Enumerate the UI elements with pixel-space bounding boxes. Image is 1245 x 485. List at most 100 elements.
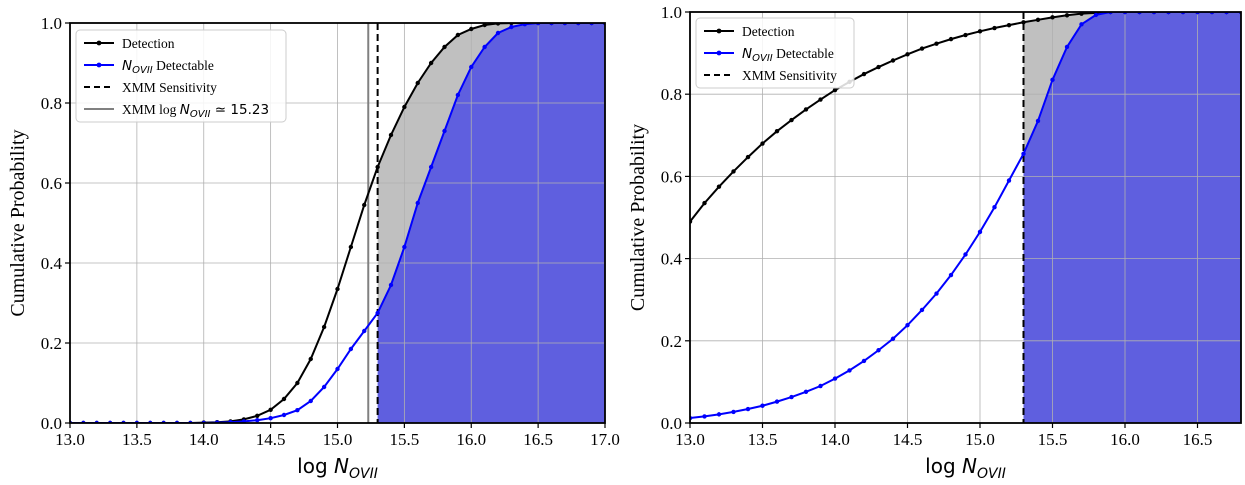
data-point-detection bbox=[803, 107, 809, 112]
data-point-detection bbox=[861, 71, 867, 77]
data-point-detectable bbox=[760, 403, 765, 408]
y-tick-label: 0.0 bbox=[661, 414, 682, 433]
data-point-detection bbox=[992, 25, 997, 31]
data-point-detection bbox=[977, 29, 983, 34]
y-tick-label: 0.6 bbox=[661, 167, 682, 186]
data-point-detectable bbox=[268, 416, 273, 421]
data-point-detection bbox=[789, 117, 794, 123]
data-point-detection bbox=[295, 380, 300, 386]
data-point-detectable bbox=[495, 30, 501, 36]
data-point-detectable bbox=[1006, 178, 1012, 183]
data-point-detectable bbox=[977, 229, 983, 235]
data-point-detection bbox=[388, 132, 394, 138]
legend-box bbox=[695, 17, 855, 89]
data-point-detectable bbox=[295, 408, 300, 413]
legend-swatch-marker bbox=[96, 40, 102, 46]
x-tick-label: 13.5 bbox=[748, 430, 778, 449]
data-point-detectable bbox=[1064, 44, 1070, 50]
data-point-detection bbox=[469, 26, 474, 32]
legend-label: Detection bbox=[122, 36, 175, 51]
legend-label-sub: OVII bbox=[752, 53, 773, 64]
x-tick-label: 16.5 bbox=[1183, 430, 1213, 449]
x-axis-label-sub: OVII bbox=[977, 466, 1006, 482]
data-point-detection bbox=[963, 32, 968, 38]
legend-box bbox=[75, 29, 287, 123]
data-point-detectable bbox=[255, 418, 260, 423]
legend-item-sens: XMM Sensitivity bbox=[704, 68, 837, 83]
data-point-detectable bbox=[348, 346, 354, 352]
legend-label-math: N bbox=[180, 102, 190, 118]
data-point-detection bbox=[745, 154, 751, 160]
x-tick-label: 16.0 bbox=[456, 430, 486, 449]
data-point-detectable bbox=[731, 409, 736, 415]
data-point-detection bbox=[818, 97, 823, 102]
x-axis-label-n: N bbox=[962, 454, 977, 478]
data-point-detectable bbox=[876, 348, 881, 353]
data-point-detectable bbox=[702, 414, 707, 419]
data-point-detectable bbox=[415, 200, 420, 206]
data-point-detection bbox=[934, 41, 939, 46]
data-point-detectable bbox=[774, 399, 780, 404]
data-point-detection bbox=[428, 60, 434, 66]
data-point-detectable bbox=[402, 244, 407, 250]
data-point-detectable bbox=[1035, 118, 1041, 124]
legend-label-text: Detection bbox=[742, 24, 795, 39]
data-point-detection bbox=[348, 244, 354, 250]
data-point-detectable bbox=[1021, 151, 1026, 156]
y-tick-label: 0.4 bbox=[41, 254, 63, 273]
x-tick-label: 14.0 bbox=[189, 430, 219, 449]
legend-swatch-marker bbox=[716, 50, 722, 56]
legend-label-tail: ≃ 15.23 bbox=[211, 102, 270, 118]
legend-label: NOVII Detectable bbox=[742, 46, 834, 64]
data-point-detection bbox=[321, 324, 327, 330]
data-point-detection bbox=[402, 104, 407, 110]
data-point-detectable bbox=[375, 310, 380, 316]
x-tick-label: 16.0 bbox=[1110, 430, 1140, 449]
data-point-detectable bbox=[992, 205, 997, 210]
legend: Detection NOVII Detectable XMM Sensitivity bbox=[695, 17, 855, 89]
y-tick-label: 0.4 bbox=[661, 250, 683, 269]
data-point-detectable bbox=[890, 336, 896, 341]
data-point-detectable bbox=[335, 366, 340, 372]
data-point-detection bbox=[335, 286, 340, 292]
chart-right: 13.0 13.5 14.0 14.5 15.0 15.5 16.0 16.5 0.0 0.2 0.… bbox=[627, 3, 1242, 482]
x-tick-label: 17.0 bbox=[590, 430, 620, 449]
y-tick-label: 0.6 bbox=[41, 174, 62, 193]
data-point-detectable bbox=[1079, 22, 1084, 27]
data-point-detection bbox=[716, 184, 722, 189]
y-tick-label: 0.8 bbox=[41, 94, 62, 113]
data-point-detection bbox=[362, 202, 367, 208]
blue-fill-region bbox=[377, 23, 605, 423]
series-detectable bbox=[70, 23, 605, 423]
data-point-detectable bbox=[803, 389, 809, 394]
data-point-detection bbox=[948, 36, 954, 42]
legend-label-math: N bbox=[742, 46, 752, 62]
plot-frame bbox=[689, 11, 1242, 424]
legend-label-text: Detectable bbox=[153, 58, 214, 73]
data-point-detection bbox=[832, 87, 838, 93]
data-point-detection bbox=[1006, 22, 1012, 28]
y-axis-label: Cumulative Probability bbox=[627, 124, 649, 311]
x-tick-label: 13.0 bbox=[675, 430, 705, 449]
data-point-detectable bbox=[832, 376, 838, 381]
legend-item-xmmlog: XMM log NOVII ≃ 15.23 bbox=[84, 102, 269, 120]
legend-label-text: Detectable bbox=[773, 46, 834, 61]
data-point-detection bbox=[268, 407, 273, 412]
data-point-detection bbox=[876, 64, 881, 70]
data-point-detection bbox=[919, 46, 925, 51]
legend-swatch-marker bbox=[96, 62, 102, 68]
y-tick-label: 0.2 bbox=[661, 332, 682, 351]
x-axis-label-log: log bbox=[925, 454, 962, 478]
legend-label-sub: OVII bbox=[132, 65, 153, 76]
legend-swatch-marker bbox=[716, 28, 722, 34]
data-point-detection bbox=[1079, 12, 1084, 16]
x-tick-label: 14.5 bbox=[893, 430, 923, 449]
legend-label-text: XMM log bbox=[122, 102, 180, 117]
y-tick-label: 1.0 bbox=[41, 14, 62, 33]
data-point-detectable bbox=[281, 412, 287, 418]
x-tick-label: 15.0 bbox=[965, 430, 995, 449]
legend-label: XMM Sensitivity bbox=[742, 68, 837, 83]
data-point-detectable bbox=[469, 64, 474, 70]
